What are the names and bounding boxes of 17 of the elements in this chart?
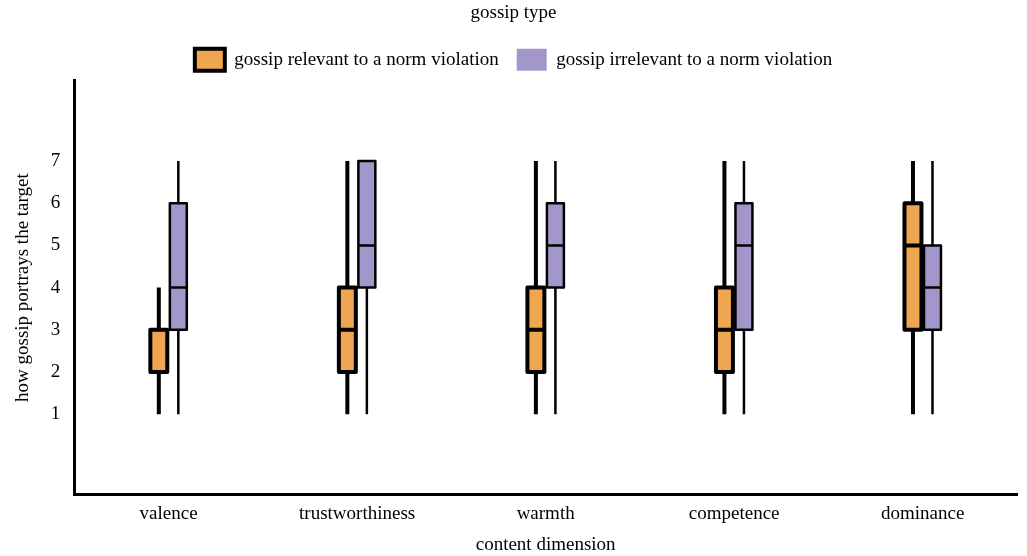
y-tick-label: 4 bbox=[50, 275, 61, 297]
y-axis-title: how gossip portrays the target bbox=[11, 172, 33, 402]
legend-title: gossip type bbox=[470, 1, 557, 23]
x-tick-label: competence bbox=[688, 501, 780, 523]
legend-label: gossip irrelevant to a norm violation bbox=[556, 47, 833, 69]
y-tick-label: 5 bbox=[50, 233, 61, 255]
y-tick-label: 3 bbox=[50, 317, 61, 339]
y-tick-label: 7 bbox=[50, 148, 61, 170]
x-tick-label: trustworthiness bbox=[299, 501, 416, 523]
x-tick-label: dominance bbox=[881, 501, 965, 523]
y-tick-label: 6 bbox=[50, 191, 61, 213]
x-tick-label: valence bbox=[139, 501, 198, 523]
x-tick-label: warmth bbox=[516, 501, 576, 523]
y-tick-label: 2 bbox=[50, 359, 61, 381]
legend-label: gossip relevant to a norm violation bbox=[234, 47, 500, 69]
x-axis-title: content dimension bbox=[475, 532, 617, 554]
y-tick-label: 1 bbox=[50, 402, 61, 424]
